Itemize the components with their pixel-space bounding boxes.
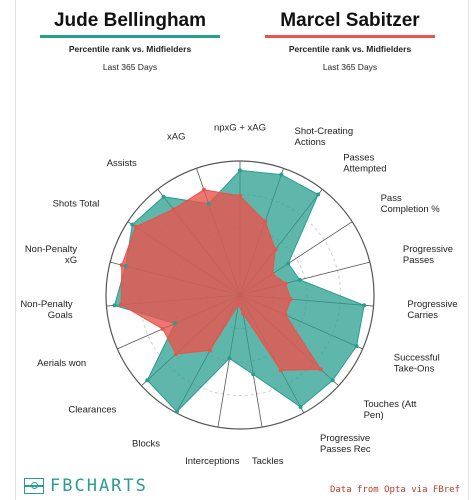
logo-text: FBCHARTS — [50, 476, 148, 496]
category-label: Assists — [107, 158, 137, 169]
category-label: Blocks — [132, 438, 160, 449]
player1-color-bar — [40, 35, 220, 38]
data-point — [286, 261, 291, 266]
data-point — [297, 277, 302, 282]
data-point — [273, 247, 278, 252]
data-point — [173, 352, 178, 356]
data-point — [227, 356, 232, 361]
player1-period: Last 365 Days — [102, 62, 158, 72]
data-point — [145, 378, 150, 383]
player2-subtitle: Percentile rank vs. Midfielders — [288, 44, 412, 54]
data-point — [174, 409, 179, 414]
data-point — [123, 264, 128, 269]
data-point — [263, 219, 268, 224]
data-point — [241, 311, 246, 316]
fbcharts-logo: FBCHARTS — [24, 476, 148, 496]
data-point — [238, 168, 242, 173]
data-point — [133, 224, 138, 229]
data-point — [119, 263, 124, 268]
category-label: Tackles — [252, 456, 284, 467]
category-label: Non-Penalty Goals — [20, 299, 73, 321]
data-point — [270, 271, 275, 276]
series-points-1 — [112, 168, 367, 414]
player2-period: Last 365 Days — [322, 62, 378, 72]
category-label: Successful Take-Ons — [394, 353, 440, 375]
data-point — [251, 372, 256, 377]
category-label: Progressive Passes — [403, 244, 453, 266]
data-point — [316, 192, 321, 197]
category-label: Aerials won — [37, 358, 86, 369]
data-point — [288, 297, 293, 302]
data-point — [279, 172, 284, 177]
data-point — [112, 303, 117, 308]
data-point — [330, 378, 335, 383]
category-label: xAG — [167, 132, 185, 143]
data-point — [171, 207, 176, 212]
category-label: Shots Total — [53, 199, 100, 210]
data-point — [130, 222, 135, 227]
category-label: Passes Attempted — [343, 152, 386, 174]
category-label: Progressive Carries — [407, 299, 457, 321]
player1-name: Jude Bellingham — [53, 10, 207, 31]
data-point — [283, 312, 288, 317]
data-point — [160, 326, 165, 331]
chart-frame — [15, 0, 469, 500]
data-point — [206, 201, 211, 206]
data-point — [201, 187, 206, 192]
data-point — [318, 367, 323, 372]
data-point — [354, 344, 359, 349]
data-point — [236, 302, 241, 307]
category-label: Pass Completion % — [381, 193, 441, 215]
player1-subtitle: Percentile rank vs. Midfielders — [68, 44, 192, 54]
player2-color-bar — [265, 35, 435, 38]
grid-ring — [139, 194, 341, 396]
category-label: npxG + xAG — [214, 123, 266, 134]
data-point — [161, 194, 166, 199]
category-label: Shot-Creating Actions — [295, 126, 354, 148]
data-point — [283, 281, 288, 286]
series-area-2 — [120, 189, 322, 371]
data-point — [238, 193, 242, 198]
category-label: Touches (Att Pen) — [364, 399, 417, 421]
category-label: Progressive Passes Rec — [320, 433, 371, 455]
category-labels: npxG + xAG Shot-Creating Actions Passes Atte… — [20, 123, 457, 468]
player2-name: Marcel Sabitzer — [280, 10, 420, 31]
category-label: Interceptions — [185, 456, 240, 467]
data-point — [208, 348, 212, 353]
data-source-note: Data from Opta via FBref — [329, 485, 460, 495]
data-point — [119, 302, 124, 307]
pitch-icon — [24, 478, 44, 494]
data-point — [362, 303, 367, 308]
data-point — [298, 405, 303, 409]
data-point — [278, 368, 283, 373]
data-point — [173, 321, 177, 326]
series-points-2 — [119, 187, 323, 373]
category-label: Clearances — [68, 404, 116, 415]
category-label: Non-Penalty xG — [25, 244, 78, 266]
